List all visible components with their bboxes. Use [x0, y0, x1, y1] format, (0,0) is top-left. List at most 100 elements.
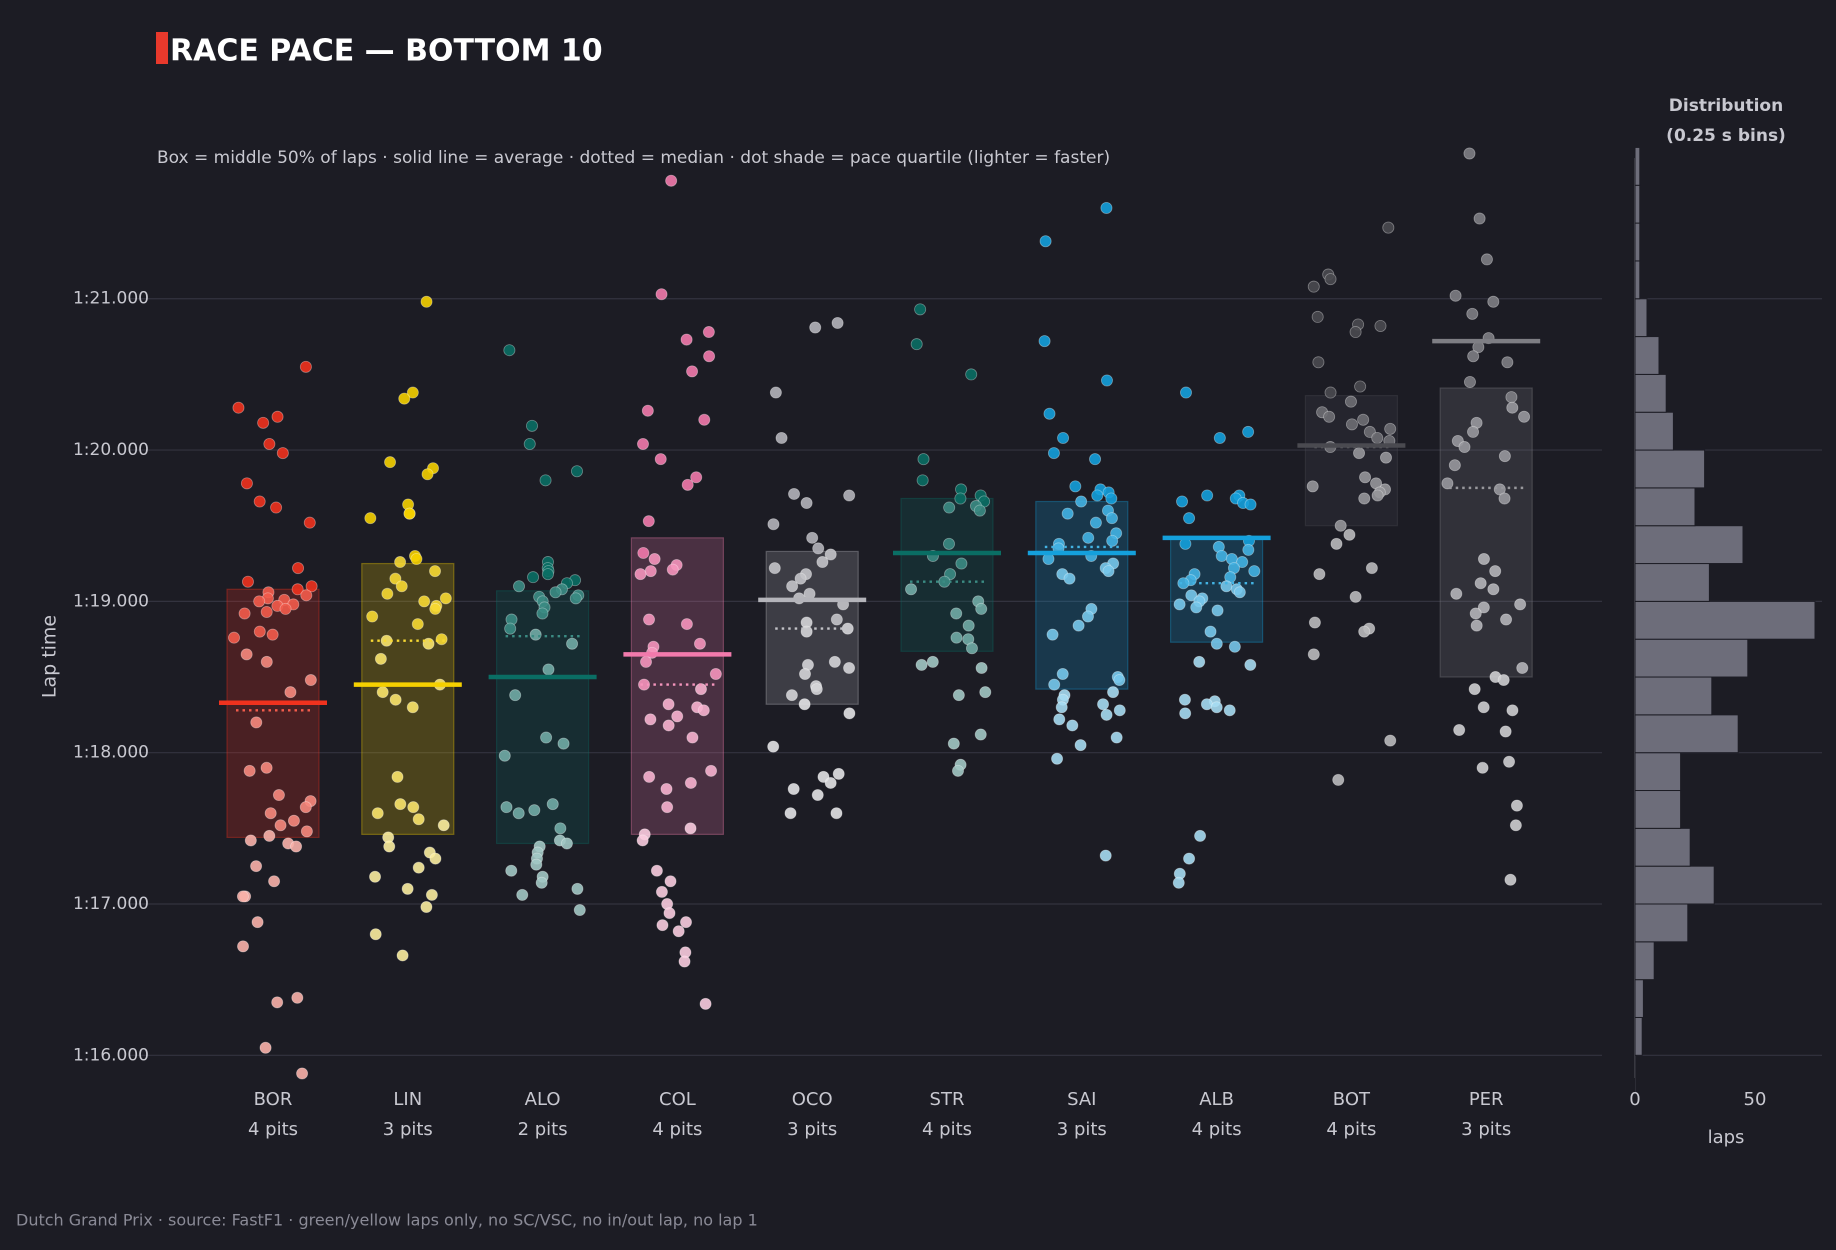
lap-point — [1384, 422, 1397, 435]
lap-point — [420, 901, 433, 914]
lap-point — [429, 852, 442, 865]
driver-column-str: STR 4 pits — [893, 303, 1001, 1140]
lap-point — [955, 557, 968, 570]
lap-point — [1468, 683, 1481, 696]
lap-point — [1242, 425, 1255, 438]
lap-point — [665, 174, 678, 187]
lap-point — [1487, 295, 1500, 308]
hist-bar — [1634, 146, 1641, 186]
lap-point — [910, 338, 923, 351]
lap-point — [1371, 489, 1384, 502]
lap-point — [1307, 648, 1320, 661]
lap-point — [536, 607, 549, 620]
y-tick-label: 1:19.000 — [73, 591, 149, 611]
lap-point — [238, 607, 251, 620]
lap-point — [1177, 577, 1190, 590]
lap-point — [686, 731, 699, 744]
lap-point — [1178, 693, 1191, 706]
lap-point — [636, 834, 649, 847]
lap-point — [640, 655, 653, 668]
lap-point — [401, 882, 414, 895]
y-axis-label: Lap time — [39, 615, 61, 698]
lap-point — [785, 689, 798, 702]
lap-point — [1107, 686, 1120, 699]
y-tick-label: 1:17.000 — [73, 894, 149, 914]
y-tick-label: 1:18.000 — [73, 743, 149, 763]
lap-point — [243, 764, 256, 777]
lap-point — [681, 478, 694, 491]
lap-point — [407, 801, 420, 814]
lap-point — [299, 801, 312, 814]
lap-point — [947, 737, 960, 750]
lap-point — [1467, 350, 1480, 363]
driver-column-bor: BOR 4 pits — [219, 360, 327, 1140]
lap-point — [266, 628, 279, 641]
lap-point — [1470, 619, 1483, 632]
lap-point — [1248, 565, 1261, 578]
lap-point — [634, 568, 647, 581]
lap-point — [1210, 701, 1223, 714]
lap-point — [942, 537, 955, 550]
hist-bar — [1634, 600, 1816, 640]
lap-point — [1382, 221, 1395, 234]
lap-point — [371, 807, 384, 820]
lap-point — [1466, 307, 1479, 320]
iqr-box — [1439, 387, 1533, 678]
lap-point — [1242, 543, 1255, 556]
lap-point — [786, 580, 799, 593]
x-tick-label: COL — [659, 1089, 696, 1110]
lap-point — [1105, 492, 1118, 505]
lap-point — [364, 512, 377, 525]
pit-count-label: 2 pits — [518, 1119, 568, 1140]
driver-column-sai: SAI 3 pits — [1027, 201, 1136, 1140]
lap-point — [1473, 212, 1486, 225]
lap-point — [1306, 480, 1319, 493]
lap-point — [263, 438, 276, 451]
pit-count-label: 4 pits — [652, 1119, 702, 1140]
lap-point — [1307, 280, 1320, 293]
hist-bar — [1634, 1016, 1643, 1056]
hist-bar — [1634, 222, 1641, 262]
lap-point — [768, 562, 781, 575]
hist-bar — [1634, 979, 1644, 1018]
lap-point — [389, 572, 402, 585]
x-tick-label: OCO — [792, 1089, 833, 1110]
lap-point — [1379, 451, 1392, 464]
lap-point — [1518, 410, 1531, 423]
lap-point — [299, 360, 312, 373]
x-tick-label: BOT — [1333, 1089, 1371, 1110]
lap-point — [437, 819, 450, 832]
lap-point — [644, 565, 657, 578]
lap-point — [1100, 708, 1113, 721]
lap-point — [705, 764, 718, 777]
lap-point — [1504, 873, 1517, 886]
lap-point — [279, 602, 292, 615]
lap-point — [660, 782, 673, 795]
lap-point — [784, 807, 797, 820]
lap-point — [1353, 447, 1366, 460]
lap-point — [1477, 553, 1490, 566]
lap-point — [429, 602, 442, 615]
lap-point — [702, 326, 715, 339]
lap-point — [680, 618, 693, 631]
lap-point — [1498, 492, 1511, 505]
hist-bar — [1634, 827, 1691, 867]
lap-point — [678, 955, 691, 968]
driver-column-lin: LIN 3 pits — [353, 295, 462, 1140]
hist-bar — [1634, 790, 1682, 829]
lap-point — [287, 814, 300, 827]
lap-point — [1358, 492, 1371, 505]
lap-point — [1493, 483, 1506, 496]
lap-point — [787, 782, 800, 795]
lap-point — [251, 916, 264, 929]
lap-point — [1312, 356, 1325, 369]
lap-point — [636, 438, 649, 451]
lap-point — [1489, 565, 1502, 578]
lap-point — [1063, 572, 1076, 585]
lap-point — [1051, 752, 1064, 765]
lap-point — [816, 556, 829, 569]
lap-point — [546, 798, 559, 811]
lap-point — [661, 801, 674, 814]
lap-point — [1487, 583, 1500, 596]
